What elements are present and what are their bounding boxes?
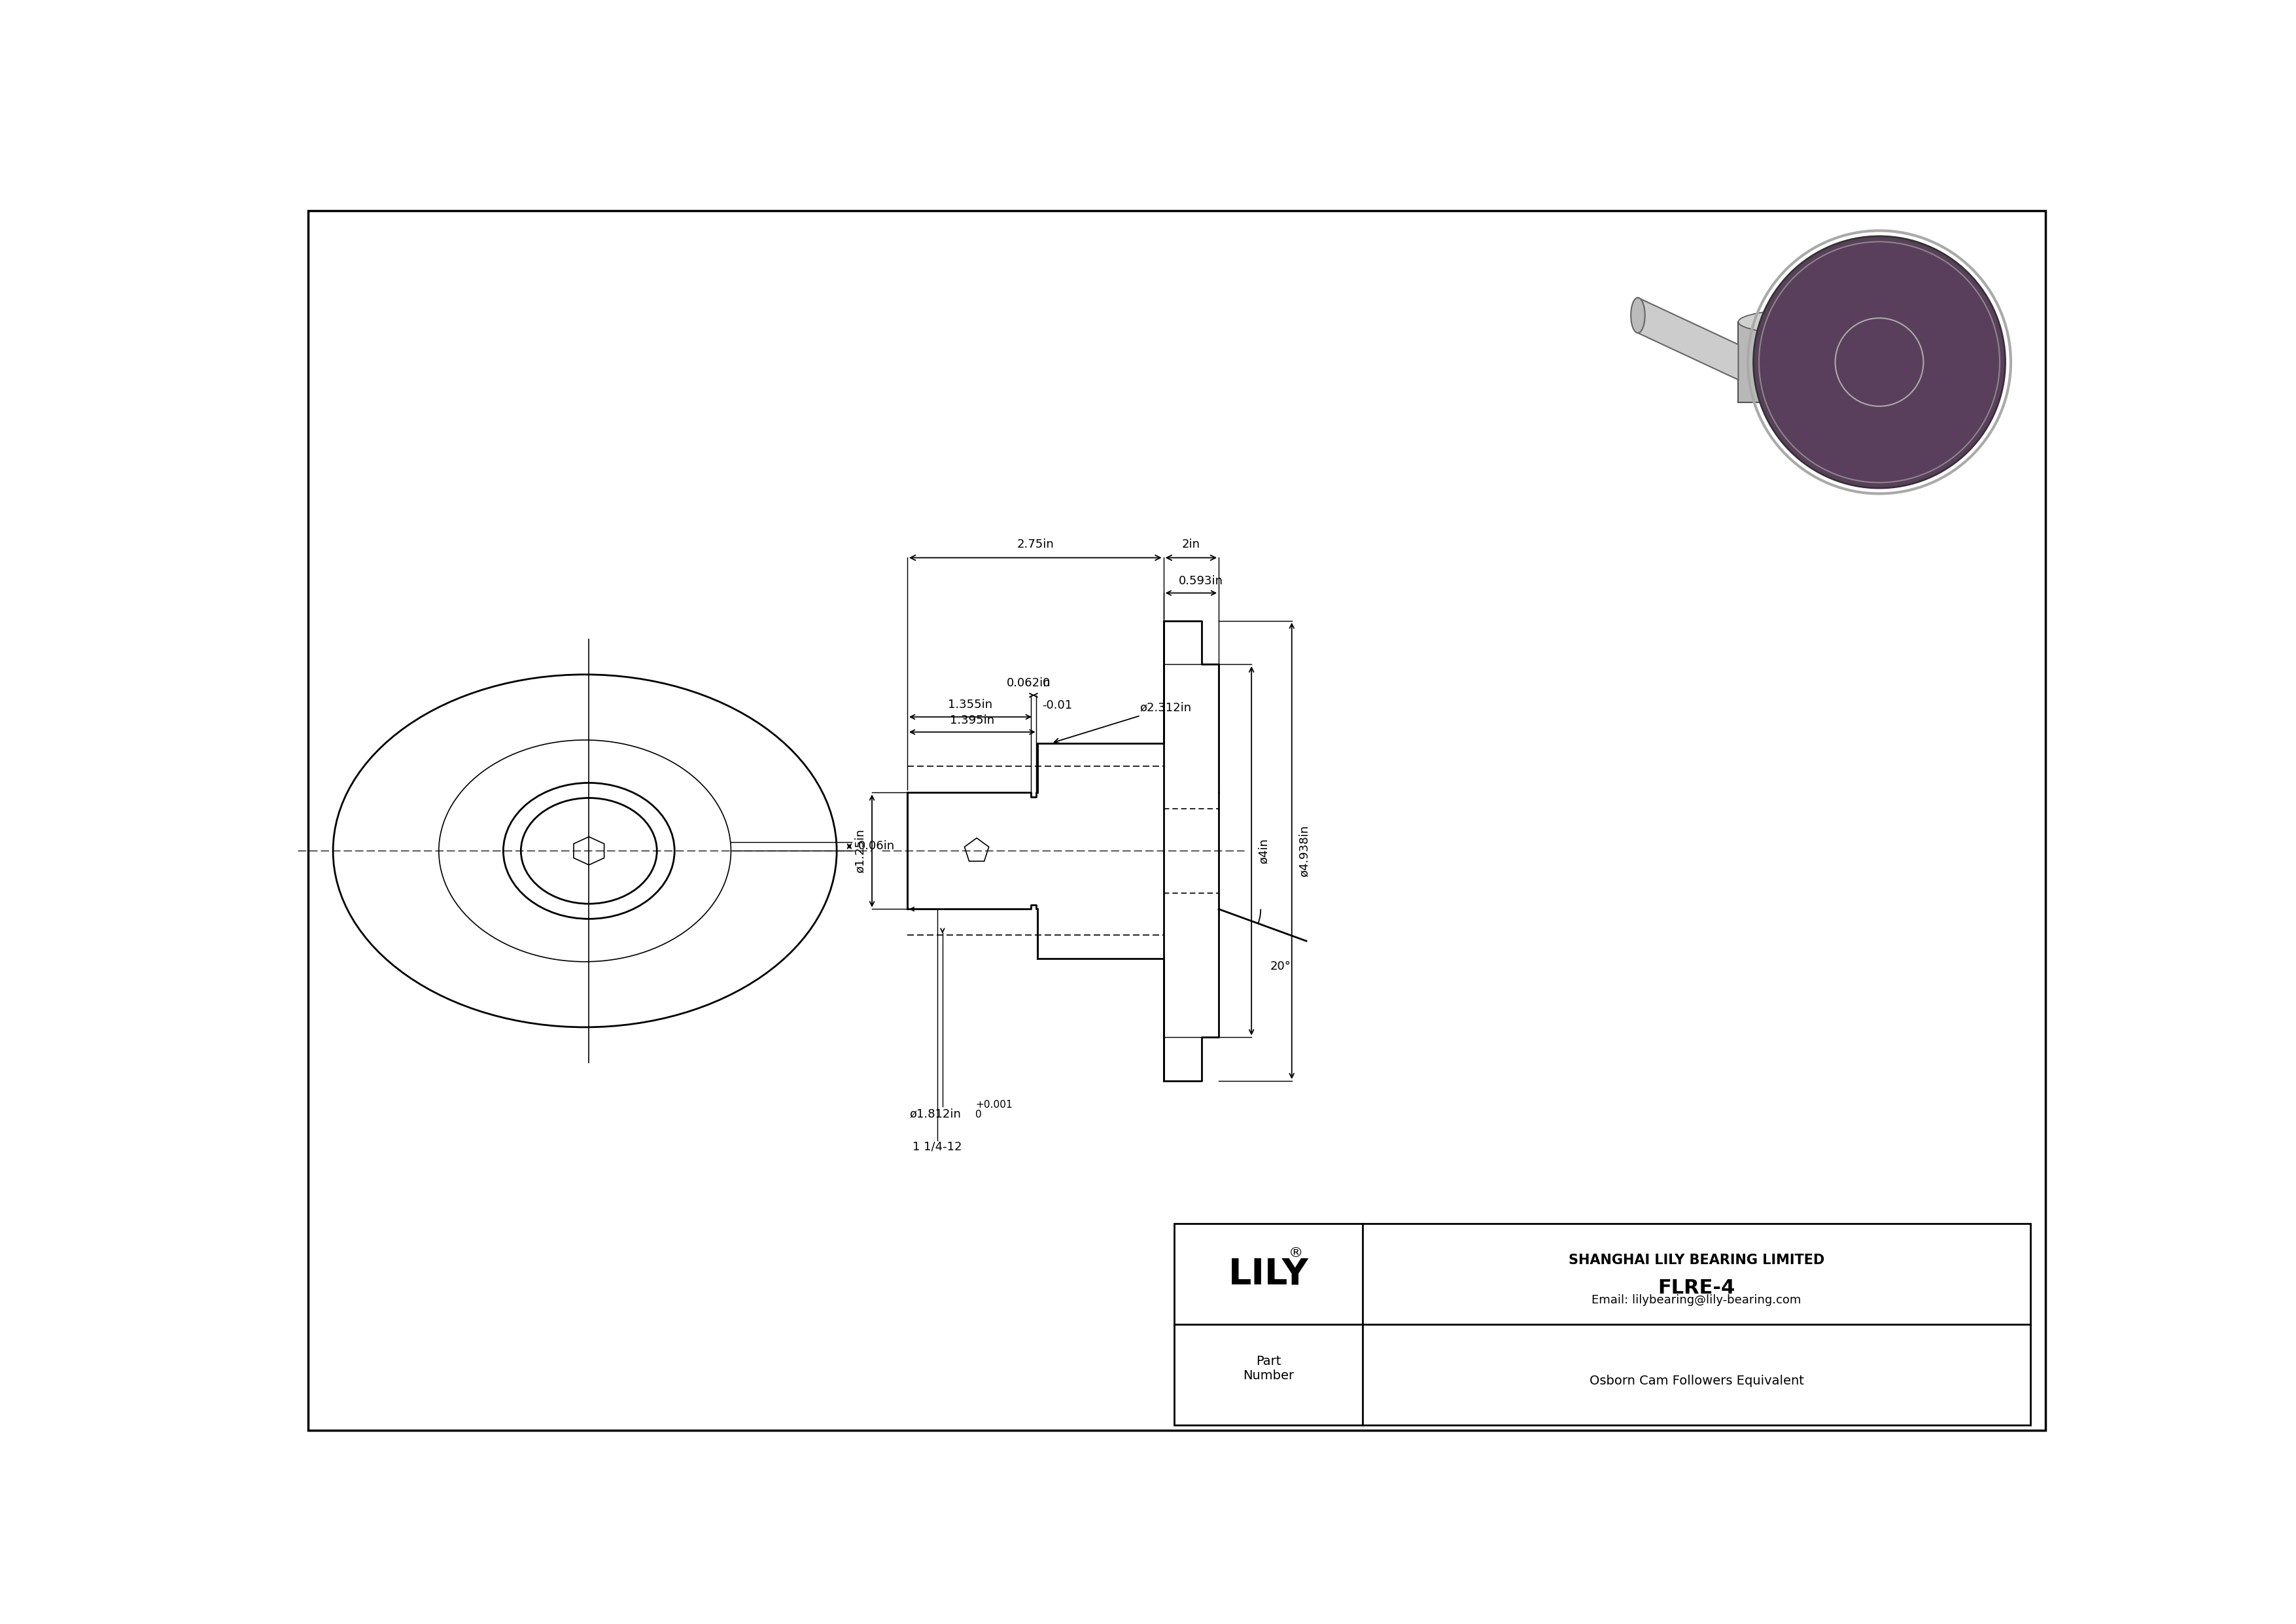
- Text: Part
Number: Part Number: [1242, 1356, 1295, 1382]
- Text: Osborn Cam Followers Equivalent: Osborn Cam Followers Equivalent: [1589, 1374, 1805, 1387]
- Text: +0.001: +0.001: [976, 1099, 1013, 1109]
- Text: 2.75in: 2.75in: [1017, 539, 1054, 551]
- Text: LILY: LILY: [1228, 1257, 1309, 1291]
- Text: ø1.812in: ø1.812in: [909, 1108, 962, 1119]
- Text: ø4.938in: ø4.938in: [1297, 825, 1311, 877]
- Text: 0.593in: 0.593in: [1178, 575, 1224, 586]
- Text: 0: 0: [976, 1109, 983, 1119]
- Ellipse shape: [1738, 309, 1880, 335]
- Ellipse shape: [1630, 297, 1644, 333]
- Text: ø1.25in: ø1.25in: [854, 828, 866, 874]
- Text: FLRE-4: FLRE-4: [1658, 1278, 1736, 1298]
- Text: Email: lilybearing@lily-bearing.com: Email: lilybearing@lily-bearing.com: [1591, 1294, 1802, 1306]
- Text: ø2.312in: ø2.312in: [1054, 702, 1192, 744]
- Ellipse shape: [1754, 235, 2004, 489]
- Text: ®: ®: [1288, 1246, 1304, 1260]
- Text: 1 1/4-12: 1 1/4-12: [912, 1140, 962, 1153]
- Polygon shape: [1738, 322, 1880, 403]
- Text: 0: 0: [1042, 677, 1049, 689]
- Text: 2in: 2in: [1182, 539, 1201, 551]
- Text: -0.01: -0.01: [1042, 700, 1072, 711]
- Text: 20°: 20°: [1270, 960, 1290, 973]
- Text: SHANGHAI LILY BEARING LIMITED: SHANGHAI LILY BEARING LIMITED: [1568, 1254, 1825, 1267]
- Polygon shape: [1637, 297, 1738, 380]
- Text: 0.062in: 0.062in: [1006, 677, 1052, 689]
- Polygon shape: [1851, 339, 1862, 385]
- Text: 1.395in: 1.395in: [951, 715, 994, 726]
- Text: 1.355in: 1.355in: [948, 698, 992, 711]
- Text: 0.06in: 0.06in: [859, 841, 895, 853]
- Text: ø4in: ø4in: [1258, 838, 1270, 864]
